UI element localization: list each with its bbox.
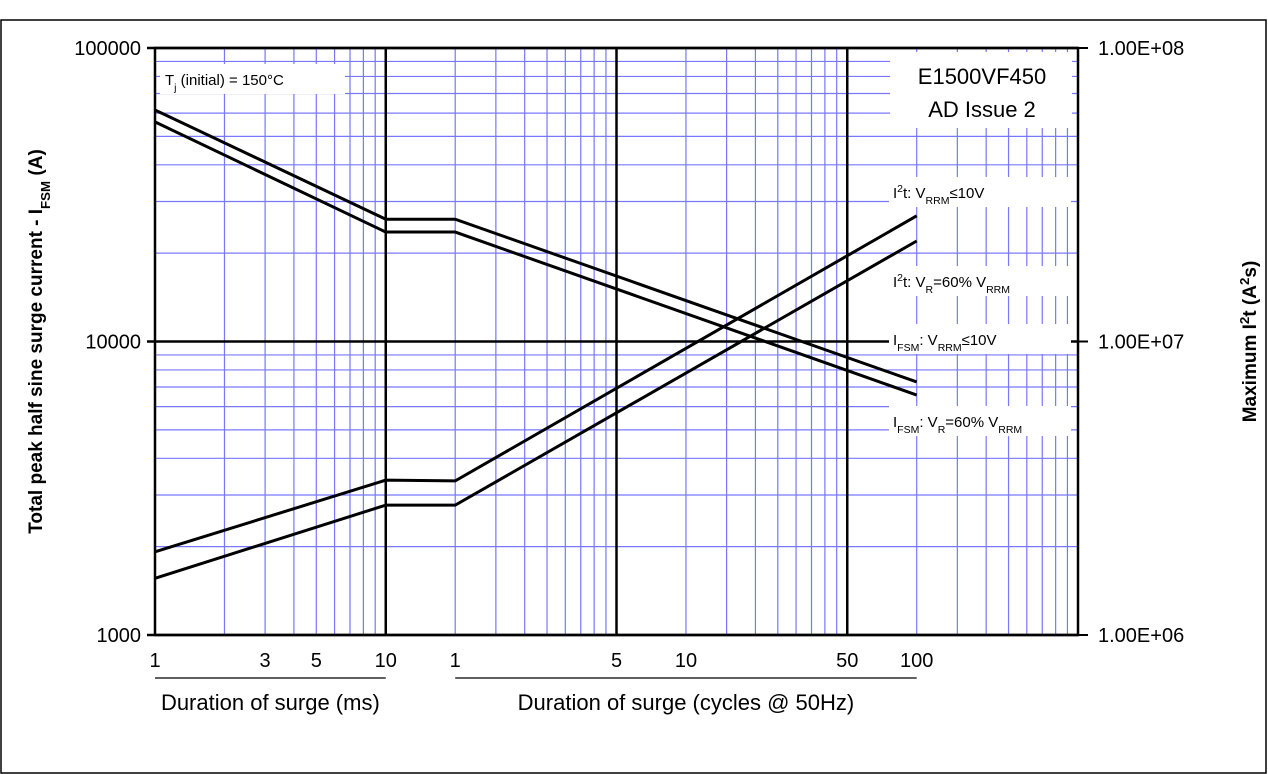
- x-tick-label: 1: [149, 650, 160, 672]
- label-background: [889, 266, 1071, 296]
- subscript: j: [173, 82, 176, 94]
- text-part: Total peak half sine surge current - I: [26, 209, 47, 534]
- subscript: R: [938, 424, 946, 436]
- text-part: (A): [26, 149, 47, 181]
- text-part: =60% V: [933, 274, 986, 291]
- text-part: =60% V: [945, 414, 998, 431]
- superscript: 2: [897, 272, 903, 284]
- label-background: [889, 324, 1071, 354]
- x-tick-label: 1: [450, 650, 461, 672]
- plot-frame: [153, 46, 1080, 637]
- y2-axis-title: Maximum I2t (A2s): [1237, 261, 1262, 423]
- note-text: AD Issue 2: [928, 97, 1036, 122]
- note-box: [890, 52, 1072, 128]
- series-label: I2t: VR=60% VRRM: [893, 272, 1010, 296]
- text-part: t: V: [903, 274, 926, 291]
- subscript: RRM: [926, 195, 950, 207]
- subscript: R: [926, 284, 934, 296]
- subscript: FSM: [897, 424, 919, 436]
- label-background: [889, 406, 1071, 436]
- text-part: T: [165, 72, 174, 89]
- subscript: RRM: [998, 424, 1022, 436]
- text-part: t (A: [1240, 285, 1261, 317]
- x-tick-label: 10: [675, 650, 697, 672]
- subscript: FSM: [897, 342, 919, 354]
- text-part: I: [893, 414, 897, 431]
- text-part: : V: [919, 332, 937, 349]
- x-tick-label: 10: [375, 650, 397, 672]
- text-part: ≤10V: [949, 185, 984, 202]
- series-label: IFSM: VRRM≤10V: [893, 332, 997, 354]
- subscript: FSM: [38, 181, 53, 209]
- text-part: ≤10V: [962, 332, 997, 349]
- text-part: I: [893, 332, 897, 349]
- series-line: [154, 239, 918, 580]
- subscript: RRM: [986, 284, 1010, 296]
- page-border: [0, 19, 1267, 774]
- lines: [154, 108, 918, 580]
- x-tick-label: 3: [260, 650, 271, 672]
- y-tick-label: 10000: [85, 332, 141, 354]
- series-line: [154, 214, 918, 554]
- text-part: I: [893, 185, 897, 202]
- note-text: E1500VF450: [918, 64, 1046, 89]
- series-line: [154, 108, 918, 384]
- labels: 1000 10000 100000 1.00E+06 1.00E+07 1.00E+08 1…: [26, 38, 1261, 715]
- text-part: : V: [919, 414, 937, 431]
- y2-tick-label: 1.00E+07: [1098, 332, 1184, 354]
- x-tick-label: 100: [900, 650, 933, 672]
- x-axis-title: Duration of surge (ms): [161, 690, 380, 715]
- series-line: [154, 120, 918, 397]
- y2-tick-label: 1.00E+06: [1098, 625, 1184, 647]
- text-part: t: V: [903, 185, 926, 202]
- text-part: Maximum I: [1240, 324, 1261, 422]
- x-tick-label: 5: [611, 650, 622, 672]
- superscript: 2: [1237, 317, 1252, 324]
- y-axis-title: Total peak half sine surge current - IFS…: [26, 149, 53, 534]
- superscript: 2: [1237, 278, 1252, 285]
- annotation: Tj (initial) = 150°C: [165, 72, 284, 94]
- series-label: IFSM: VR=60% VRRM: [893, 414, 1022, 436]
- y2-tick-label: 1.00E+08: [1098, 38, 1184, 60]
- text-part: s): [1240, 261, 1261, 278]
- x-tick-label: 5: [311, 650, 322, 672]
- superscript: 2: [897, 183, 903, 195]
- x-axis-title: Duration of surge (cycles @ 50Hz): [518, 690, 855, 715]
- x-tick-label: 50: [836, 650, 858, 672]
- label-background: [160, 64, 345, 94]
- subscript: RRM: [938, 342, 962, 354]
- series-label: I2t: VRRM≤10V: [893, 183, 984, 207]
- y-tick-label: 100000: [74, 38, 141, 60]
- text-part: I: [893, 274, 897, 291]
- text-part: (initial) = 150°C: [177, 72, 284, 89]
- label-background: [889, 177, 1071, 207]
- y-tick-label: 1000: [97, 625, 142, 647]
